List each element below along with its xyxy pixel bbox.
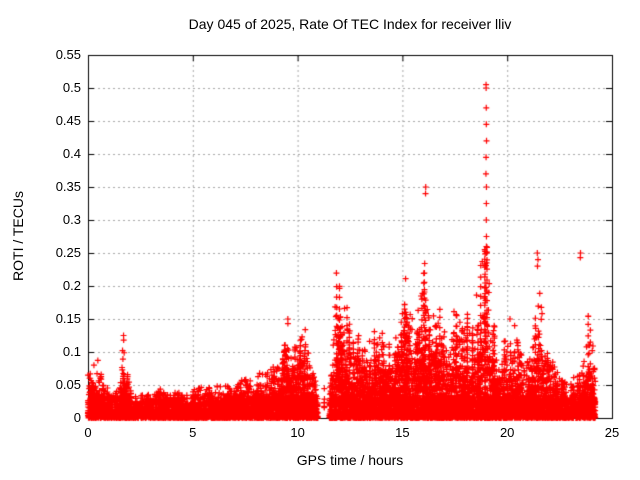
y-tick-label: 0.3 (62, 212, 81, 227)
x-tick-label: 15 (395, 425, 410, 440)
y-tick-label: 0.35 (55, 179, 81, 194)
x-tick-label: 5 (189, 425, 197, 440)
y-tick-label: 0.25 (55, 245, 81, 260)
y-tick-label: 0.45 (55, 113, 81, 128)
x-tick-label: 20 (499, 425, 515, 440)
y-tick-label: 0.55 (55, 47, 81, 62)
y-tick-label: 0.15 (55, 311, 81, 326)
x-tick-label: 10 (290, 425, 305, 440)
y-tick-label: 0.2 (62, 278, 81, 293)
chart-title: Day 045 of 2025, Rate Of TEC Index for r… (188, 16, 512, 32)
y-tick-label: 0.5 (62, 80, 81, 95)
x-tick-label: 25 (604, 425, 620, 440)
x-tick-label: 0 (84, 425, 92, 440)
y-tick-label: 0.1 (62, 344, 81, 359)
y-tick-label: 0.4 (62, 146, 81, 161)
x-axis-label: GPS time / hours (296, 452, 404, 468)
y-tick-label: 0.05 (55, 377, 81, 392)
y-tick-label: 0 (73, 410, 81, 425)
